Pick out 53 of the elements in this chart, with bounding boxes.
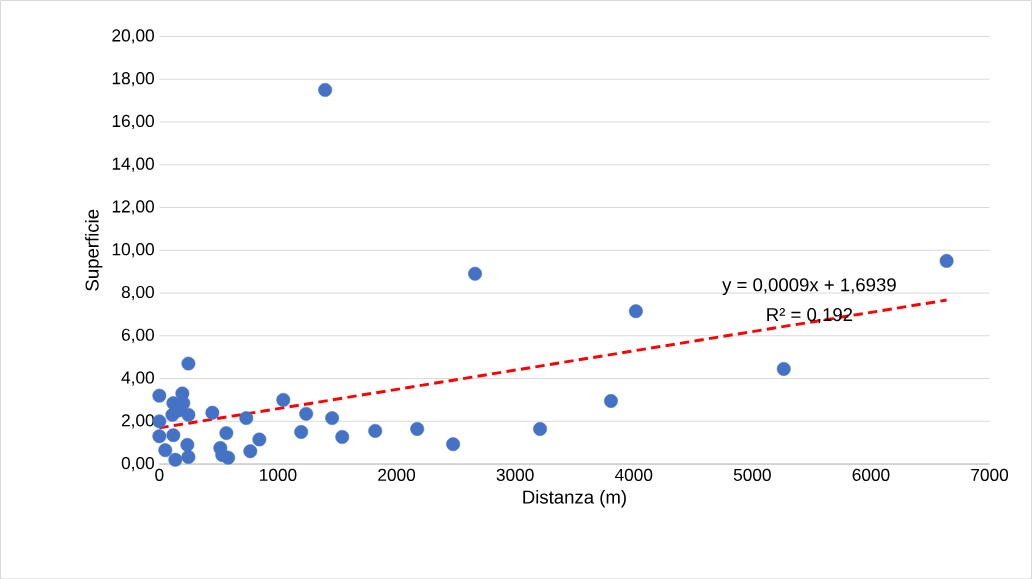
point — [410, 421, 425, 436]
point — [318, 82, 333, 97]
x-tick-label: 6000 — [852, 468, 890, 481]
point — [294, 424, 309, 439]
y-axis-title: Superficie — [85, 209, 103, 291]
point — [152, 429, 167, 443]
y-tick-label: 20,00 — [112, 29, 154, 44]
y-tick-label: 18,00 — [112, 71, 154, 87]
point — [939, 253, 954, 268]
point — [604, 393, 618, 408]
x-tick-label: 5000 — [733, 468, 771, 481]
x-tick-label: 2000 — [378, 468, 416, 481]
point — [181, 407, 196, 422]
point — [325, 410, 340, 425]
y-tick-label: 2,00 — [121, 413, 154, 429]
annotation: R² = 0,192 — [767, 307, 853, 324]
point — [299, 406, 314, 421]
y-tick-label: 16,00 — [112, 114, 154, 129]
point — [776, 361, 791, 376]
point — [335, 429, 350, 444]
x-tick-label: 7000 — [971, 468, 1009, 481]
point — [219, 425, 234, 440]
x-tick-label: 1000 — [260, 468, 297, 481]
point — [205, 405, 220, 420]
point — [152, 388, 167, 403]
point — [168, 452, 183, 467]
point — [158, 443, 173, 457]
y-tick-label: 12,00 — [112, 200, 154, 215]
x-tick-label: 3000 — [496, 468, 534, 481]
point — [181, 356, 196, 371]
y-tick-label: 4,00 — [121, 371, 154, 386]
x-tick-label: 4000 — [614, 468, 653, 481]
x-axis-title: Distanza (m) — [523, 489, 626, 508]
y-tick-label: 6,00 — [121, 328, 154, 343]
point — [628, 304, 643, 318]
point — [252, 432, 267, 447]
point — [239, 410, 254, 425]
y-tick-label: 8,00 — [121, 285, 154, 300]
point — [468, 266, 482, 281]
point — [180, 437, 195, 452]
point — [368, 423, 383, 438]
y-tick-label: 0,00 — [121, 456, 154, 471]
point — [215, 447, 230, 462]
point — [181, 449, 196, 464]
point — [533, 421, 547, 436]
point — [243, 444, 258, 458]
y-tick-label: 10,00 — [112, 242, 154, 258]
point — [166, 428, 181, 442]
point — [446, 437, 461, 451]
x-tick-label: 0 — [155, 468, 164, 481]
point — [276, 392, 291, 407]
y-tick-label: 14,00 — [112, 157, 154, 172]
annotation: y = 0,0009x + 1,6939 — [722, 277, 896, 295]
